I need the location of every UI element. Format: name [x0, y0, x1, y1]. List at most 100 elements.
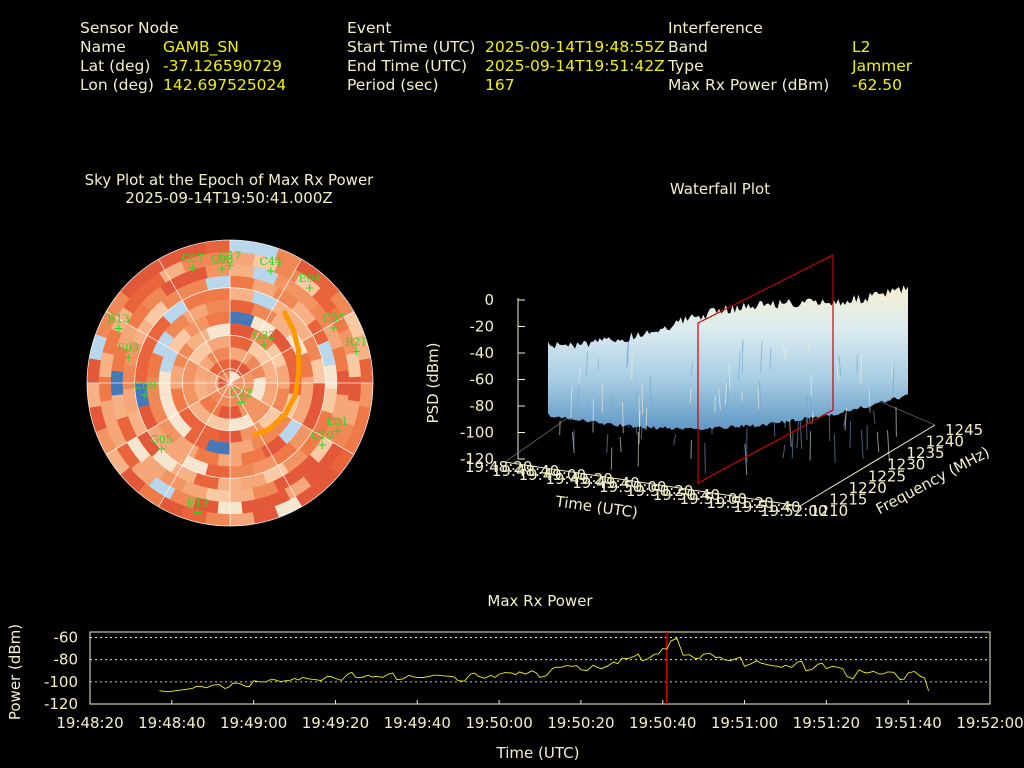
- sky-cell: [205, 263, 230, 279]
- sky-cell: [239, 421, 265, 442]
- wf-surface-streak: [791, 431, 794, 459]
- wf-surface-streak: [760, 341, 763, 373]
- wf-time-tick-label: 19:52:00: [760, 502, 827, 520]
- wf-surface-streak: [836, 359, 839, 382]
- sky-cell: [245, 355, 266, 379]
- sensor-node-block: Sensor Node Name GAMB_SN Lat (deg) -37.126…: [80, 19, 286, 95]
- wf-time-tick-label: 19:49:40: [572, 474, 639, 492]
- sky-cell: [137, 335, 158, 362]
- sky-cell: [230, 263, 255, 279]
- sky-cell: [116, 416, 138, 443]
- wf-surface-streak: [628, 410, 631, 428]
- sky-cell: [250, 428, 276, 451]
- band-value: L2: [852, 38, 871, 56]
- sky-satellite-label: C07: [181, 252, 203, 265]
- wf-time-tick-label: 19:48:40: [492, 462, 559, 480]
- sky-cell: [302, 335, 323, 362]
- sky-cell: [120, 273, 146, 299]
- sky-cell: [230, 240, 255, 254]
- power-label: Max Rx Power (dBm): [668, 76, 830, 94]
- wf-surface-streak: [619, 437, 622, 453]
- sky-cell: [274, 496, 302, 518]
- wf-time-tick-label: 19:50:00: [599, 478, 666, 496]
- sky-cell: [293, 286, 319, 312]
- sky-cell: [139, 272, 166, 297]
- sky-cell: [207, 347, 230, 365]
- sky-satellite-label: E04: [299, 272, 321, 285]
- sky-cell: [182, 455, 209, 476]
- wf-freq-tick-label: 1210: [810, 502, 848, 520]
- wf-z-tick-label: -100: [460, 424, 494, 442]
- wf-surface-streak: [828, 410, 831, 442]
- sky-spoke: [229, 382, 355, 455]
- sky-cell: [230, 335, 254, 352]
- sky-cell: [122, 388, 139, 414]
- wf-surface-streak: [860, 430, 864, 459]
- sky-satellite-label: G08: [211, 253, 234, 266]
- sky-cell: [321, 388, 338, 414]
- wf-surface-streak: [704, 443, 706, 474]
- sky-cell: [168, 328, 192, 354]
- wf-surface-streak: [586, 401, 590, 413]
- wf-surface-streak: [809, 396, 813, 413]
- wf-surface-streak: [796, 421, 800, 449]
- sky-cell: [295, 483, 322, 507]
- wf-surface-streak: [570, 386, 573, 421]
- sky-satellite-marker: +: [225, 258, 235, 272]
- wf-surface-streak: [849, 421, 852, 449]
- sky-cell: [251, 290, 278, 311]
- sky-cell: [137, 404, 158, 431]
- name-label: Name: [80, 38, 126, 56]
- wf-surface-streak: [728, 363, 731, 390]
- sky-satellite-label: C22: [230, 386, 252, 399]
- period-label: Period (sec): [347, 76, 439, 94]
- sky-satellite-marker: +: [156, 442, 166, 456]
- sky-cell: [206, 414, 230, 431]
- sky-cell: [149, 476, 176, 500]
- wf-surface-streak: [673, 433, 677, 446]
- sky-cell: [310, 383, 326, 408]
- wf-surface-streak: [724, 382, 728, 406]
- sky-spoke: [229, 258, 302, 384]
- sky-cell: [181, 278, 208, 298]
- lc-ytick-label: -100: [44, 673, 78, 691]
- wf-surface-streak: [649, 375, 652, 400]
- sky-cell: [199, 394, 222, 417]
- sky-cell: [158, 496, 186, 518]
- sky-cell: [164, 314, 190, 339]
- sky-cell: [127, 410, 148, 437]
- wf-surface: [548, 285, 908, 431]
- name-value: GAMB_SN: [163, 38, 239, 56]
- lc-xtick-label: 19:52:00: [956, 714, 1023, 732]
- sky-cell: [168, 412, 192, 438]
- lc-xlabel: Time (UTC): [496, 744, 580, 762]
- wf-z-tick-label: -40: [470, 344, 495, 362]
- event-block: Event Start Time (UTC) 2025-09-14T19:48:5…: [347, 19, 665, 95]
- lc-ytick-label: -120: [44, 695, 78, 713]
- wf-surface-streak: [860, 354, 863, 385]
- interference-heading: Interference: [668, 19, 763, 37]
- sky-spoke: [229, 311, 355, 384]
- sky-satellite-label: E03: [117, 342, 139, 355]
- sky-cell: [230, 251, 255, 266]
- sky-cell: [209, 389, 230, 407]
- sky-satellite-marker: +: [329, 321, 339, 335]
- sky-cell: [144, 300, 169, 327]
- sky-cell: [252, 266, 279, 285]
- band-label: Band: [668, 38, 708, 56]
- sky-cell: [116, 442, 140, 469]
- sky-cell: [102, 328, 122, 355]
- sky-cell: [261, 435, 287, 459]
- lc-xtick-label: 19:48:20: [56, 714, 123, 732]
- sky-cell: [171, 462, 198, 484]
- lc-frame: [89, 631, 991, 705]
- sky-cell: [359, 383, 373, 408]
- sky-cell: [284, 476, 311, 500]
- sky-cell: [100, 400, 118, 426]
- wf-time-tick-label: 19:49:00: [519, 466, 586, 484]
- sky-cell: [241, 497, 267, 514]
- sky-cell: [270, 314, 296, 339]
- sky-cell: [289, 315, 313, 342]
